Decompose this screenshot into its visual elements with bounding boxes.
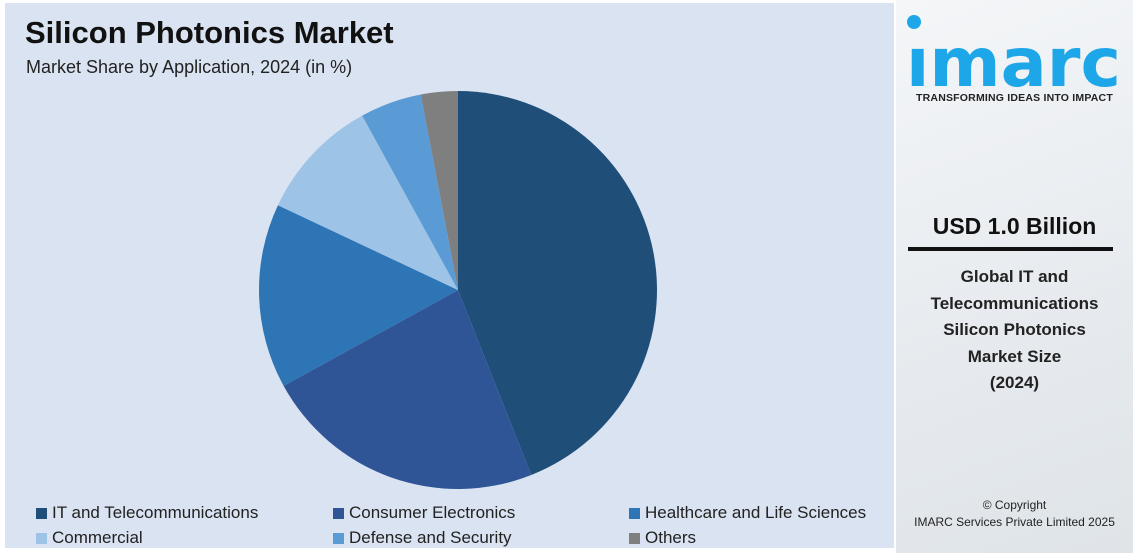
legend-swatch — [36, 532, 47, 544]
pie-slice-others — [420, 91, 458, 290]
legend-item: IT and Telecommunications — [36, 503, 258, 523]
desc-line: Silicon Photonics — [943, 320, 1086, 339]
desc-line: Market Size — [967, 346, 1062, 366]
market-value: USD 1.0 Billion — [932, 213, 1097, 239]
pie-slice-defense-and-security — [362, 94, 458, 290]
legend-label: Healthcare and Life Sciences — [645, 503, 867, 522]
legend-item: Consumer Electronics — [333, 503, 515, 523]
desc-line: (2024) — [989, 373, 1040, 392]
pie-slice-commercial — [277, 115, 458, 291]
imarc-logo: ımarc — [906, 15, 1121, 92]
legend-item: Others — [629, 528, 696, 548]
pie-slice-consumer-electronics — [283, 290, 532, 490]
copyright: © Copyright IMARC Services Private Limit… — [896, 497, 1133, 531]
info-panel: ımarc TRANSFORMING IDEAS INTO IMPACT USD… — [896, 0, 1133, 553]
copyright-line: © Copyright — [982, 498, 1047, 512]
divider — [908, 247, 1113, 251]
legend-swatch — [333, 507, 344, 519]
pie-chart — [259, 91, 658, 490]
copyright-line: IMARC Services Private Limited 2025 — [914, 515, 1115, 529]
legend-swatch — [36, 507, 47, 519]
legend-item: Healthcare and Life Sciences — [629, 503, 866, 523]
logo-tagline: TRANSFORMING IDEAS INTO IMPACT — [916, 92, 1113, 104]
legend-swatch — [629, 507, 640, 519]
legend-swatch — [333, 532, 344, 544]
legend-label: IT and Telecommunications — [52, 503, 259, 522]
chart-title: Silicon Photonics Market — [25, 15, 394, 50]
legend-item: Commercial — [36, 528, 143, 548]
chart-subtitle: Market Share by Application, 2024 (in %) — [26, 57, 353, 77]
legend-label: Others — [645, 528, 697, 547]
legend: IT and Telecommunications Consumer Electr… — [5, 498, 894, 548]
pie-slice-healthcare-and-life-sciences — [259, 205, 458, 386]
legend-label: Consumer Electronics — [349, 503, 516, 522]
desc-line: Global IT and — [960, 267, 1069, 286]
desc-line: Telecommunications — [930, 293, 1099, 313]
chart-panel: Silicon Photonics Market Market Share by… — [5, 3, 894, 548]
svg-text:ımarc: ımarc — [906, 24, 1121, 92]
legend-label: Commercial — [52, 528, 143, 547]
legend-item: Defense and Security — [333, 528, 512, 548]
pie-slice-it-and-telecommunications — [458, 91, 658, 476]
legend-label: Defense and Security — [349, 528, 512, 547]
market-description: Global IT and Telecommunications Silicon… — [896, 264, 1133, 397]
legend-swatch — [629, 532, 640, 544]
